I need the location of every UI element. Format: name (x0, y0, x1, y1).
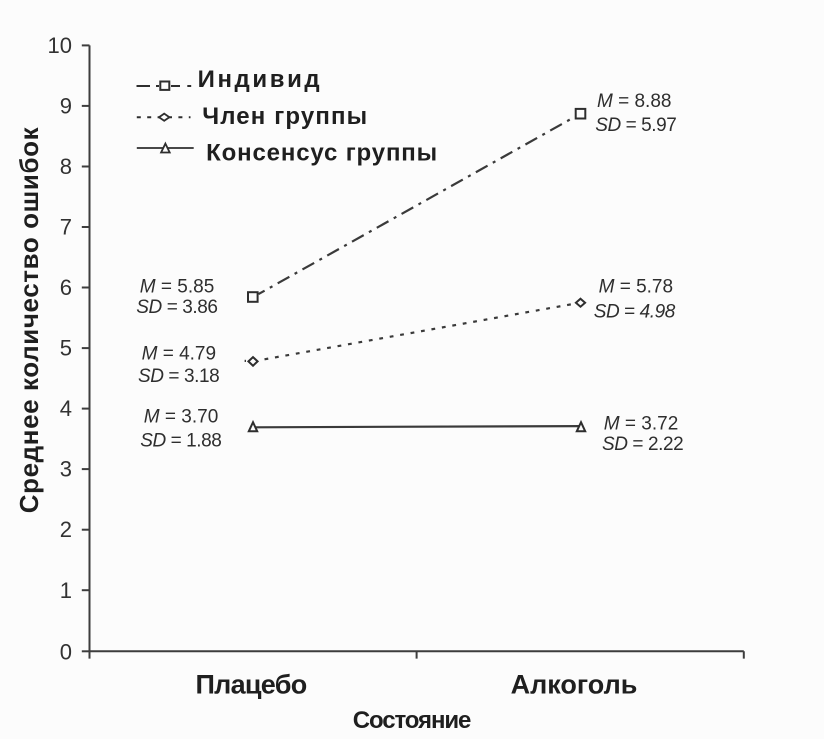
svg-text:SD = 3.18: SD = 3.18 (138, 366, 219, 387)
svg-text:9: 9 (60, 94, 72, 119)
svg-text:0: 0 (60, 639, 72, 664)
svg-text:M = 3.72: M = 3.72 (604, 413, 678, 434)
svg-text:Консенсус группы: Консенсус группы (206, 140, 438, 167)
svg-text:Член группы: Член группы (202, 103, 368, 130)
svg-text:SD = 2.22: SD = 2.22 (602, 434, 683, 455)
svg-text:8: 8 (60, 154, 72, 179)
svg-text:SD = 4.98: SD = 4.98 (594, 301, 676, 322)
svg-text:Плацебо: Плацебо (195, 670, 306, 700)
svg-text:M = 5.78: M = 5.78 (599, 277, 673, 298)
svg-text:M = 3.70: M = 3.70 (144, 407, 218, 428)
svg-text:Состояние: Состояние (353, 707, 471, 734)
svg-text:Среднее количество ошибок: Среднее количество ошибок (14, 126, 44, 513)
svg-text:3: 3 (60, 457, 72, 482)
svg-text:10: 10 (48, 33, 72, 58)
svg-text:SD = 1.88: SD = 1.88 (140, 431, 221, 452)
svg-text:Индивид: Индивид (198, 66, 323, 93)
svg-text:7: 7 (60, 215, 72, 240)
svg-text:6: 6 (60, 275, 72, 300)
svg-text:Алкоголь: Алкоголь (511, 670, 638, 700)
svg-text:M = 4.79: M = 4.79 (142, 344, 216, 365)
svg-text:1: 1 (60, 578, 72, 603)
svg-text:5: 5 (60, 336, 72, 361)
svg-text:M = 5.85: M = 5.85 (140, 276, 214, 297)
svg-text:SD = 3.86: SD = 3.86 (136, 297, 217, 318)
svg-text:M = 8.88: M = 8.88 (597, 91, 671, 112)
svg-text:SD = 5.97: SD = 5.97 (595, 115, 676, 136)
svg-text:2: 2 (60, 517, 72, 542)
svg-text:4: 4 (60, 396, 72, 421)
